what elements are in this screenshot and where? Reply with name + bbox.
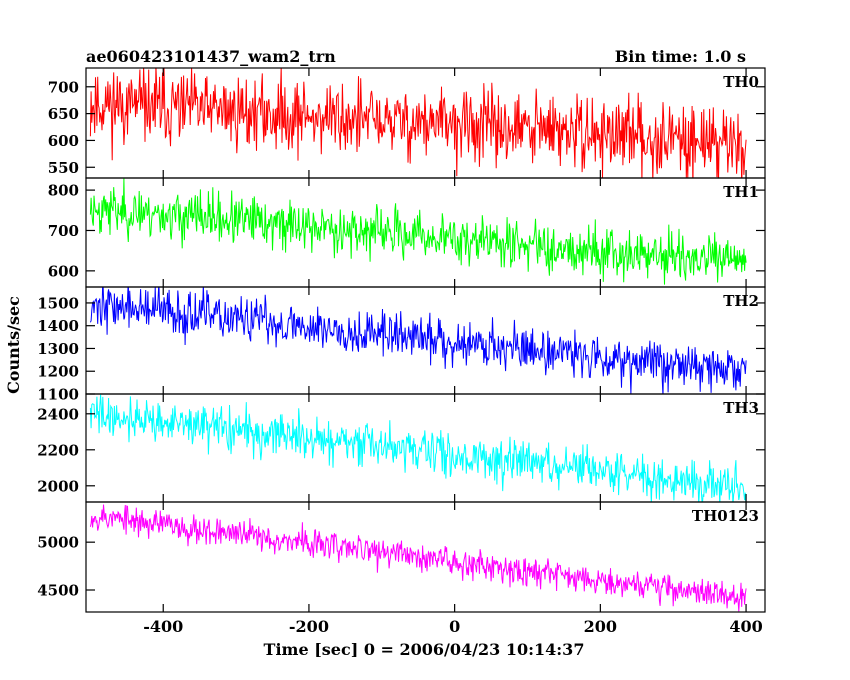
panel-frame	[85, 177, 766, 288]
panel-label: TH3	[723, 399, 759, 417]
panel-th3: 2000 2200 2400 TH3	[37, 393, 766, 503]
x-tick-label: -200	[289, 617, 329, 636]
panel-th0123: 4500 5000 TH0123	[37, 501, 766, 613]
y-tick-label: 2000	[37, 477, 79, 495]
panel-th2: 1100 1200 1300 1400 1500 TH2	[37, 286, 766, 404]
panel-label: TH1	[723, 183, 759, 201]
panel-th0: 550 600 650 700 TH0	[48, 67, 766, 179]
y-tick-label: 5000	[37, 534, 79, 552]
y-tick-label: 1300	[37, 340, 79, 358]
y-tick-label: 1500	[37, 294, 79, 312]
y-tick-label: 1400	[37, 317, 79, 335]
x-axis: -400 -200 0 200 400	[143, 617, 763, 636]
y-tick-label: 700	[48, 222, 79, 240]
x-tick-label: 0	[449, 617, 460, 636]
y-tick-label: 2200	[37, 441, 79, 459]
y-tick-label: 650	[48, 105, 79, 123]
y-tick-label: 550	[48, 159, 79, 177]
y-axis-label: Counts/sec	[4, 296, 23, 394]
chart-title: ae060423101437_wam2_trn	[86, 47, 336, 66]
series-line-th0123	[89, 504, 747, 612]
y-tick-label: 1200	[37, 363, 79, 381]
panel-label: TH0	[723, 73, 759, 91]
y-tick-label: 2400	[37, 405, 79, 423]
panel-th1: 600 700 800 TH1	[48, 177, 766, 288]
series-line-th2	[89, 287, 747, 394]
y-tick-label: 4500	[37, 582, 79, 600]
x-axis-label: Time [sec] 0 = 2006/04/23 10:14:37	[264, 640, 585, 659]
y-tick-label: 1100	[37, 386, 79, 404]
y-tick-label: 600	[48, 132, 79, 150]
bin-time-label: Bin time: 1.0 s	[615, 47, 746, 66]
series-line-th1	[89, 178, 747, 285]
y-tick-label: 600	[48, 262, 79, 280]
x-tick-label: -400	[143, 617, 183, 636]
x-tick-label: 400	[729, 617, 762, 636]
series-line-th3	[89, 394, 747, 502]
x-tick-label: 200	[584, 617, 617, 636]
y-tick-label: 800	[48, 182, 79, 200]
panel-frame	[85, 501, 766, 613]
series-line-th0	[89, 68, 747, 178]
panel-label: TH0123	[692, 507, 759, 525]
panel-label: TH2	[723, 292, 759, 310]
y-tick-label: 700	[48, 78, 79, 96]
